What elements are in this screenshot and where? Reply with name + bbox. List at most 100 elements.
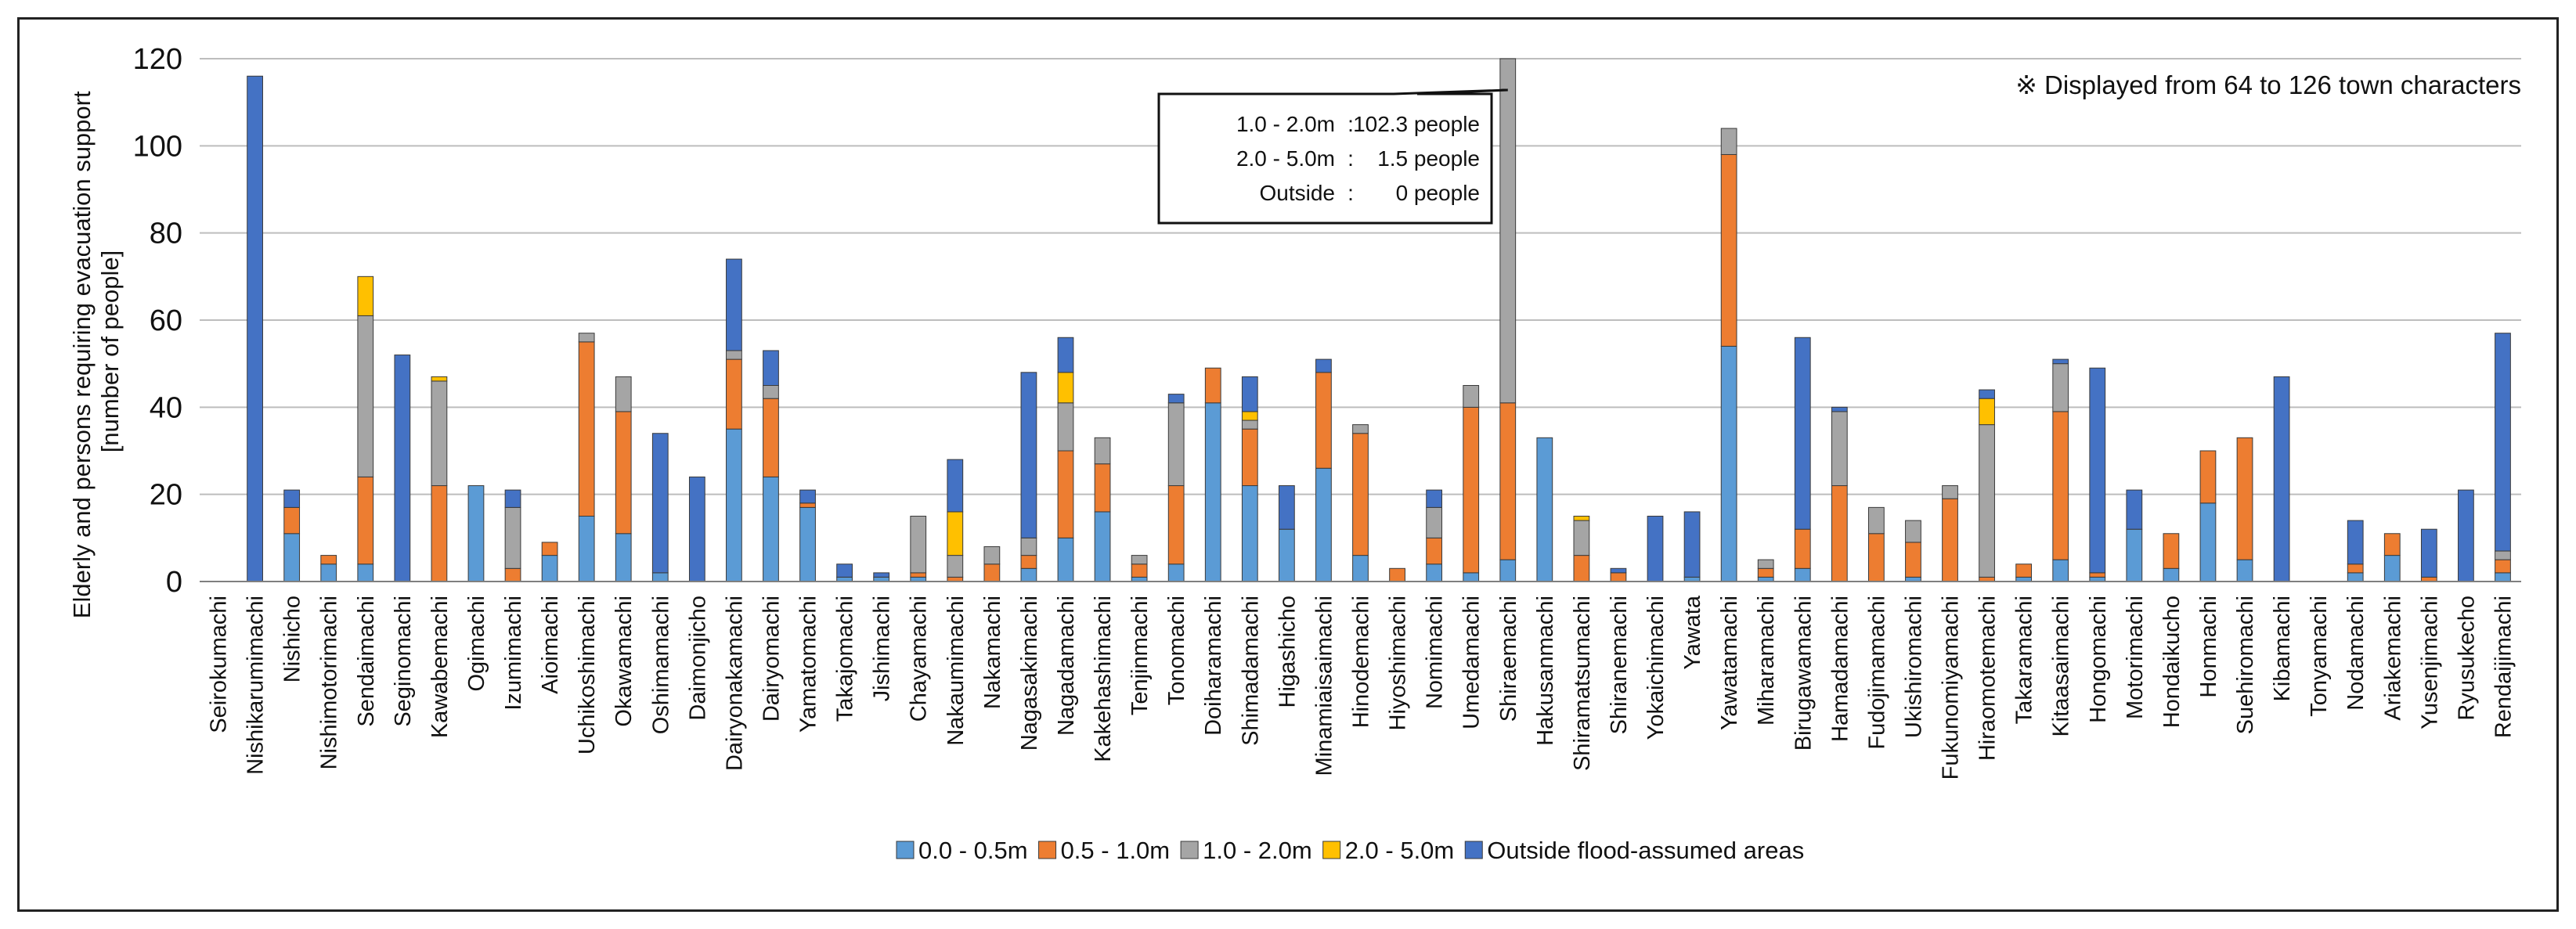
bar-segment-nagasakimachi-series-0 bbox=[1020, 567, 1037, 582]
bar-segment-shimadamachi-series-1 bbox=[1241, 428, 1258, 487]
bar-segment-ogimachi-series-0 bbox=[467, 485, 485, 582]
bar-segment-nomimachi-series-1 bbox=[1426, 537, 1443, 565]
x-tick-label: Tonomachi bbox=[1164, 596, 1189, 705]
x-tick-label: Suehiromachi bbox=[2233, 596, 2258, 734]
bar-segment-fukunomiyamachi-series-1 bbox=[1942, 498, 1958, 582]
chart-note: ※ Displayed from 64 to 126 town characte… bbox=[2015, 70, 2521, 99]
bar-segment-dairyomachi-series-0 bbox=[763, 476, 779, 582]
bar-segment-shiraemachi-series-2 bbox=[1499, 58, 1517, 404]
callout-label: Outside bbox=[1260, 181, 1336, 205]
bar-segment-yawata-series-4 bbox=[1683, 511, 1701, 578]
bar-segment-nishimotorimachi-series-0 bbox=[320, 564, 337, 582]
bar-segment-okawamachi-series-2 bbox=[615, 376, 632, 412]
bar-segment-ryusukecho-series-4 bbox=[2458, 489, 2474, 582]
x-tick-label: Birugawamachi bbox=[1791, 596, 1816, 751]
bar-segment-nomimachi-series-0 bbox=[1426, 564, 1443, 582]
bar-segment-nomimachi-series-2 bbox=[1426, 506, 1443, 538]
bar-segment-dairyonakamachi-series-1 bbox=[726, 358, 742, 430]
bar-segment-higashicho-series-4 bbox=[1278, 485, 1295, 530]
bar-segment-nagadamachi-series-3 bbox=[1057, 372, 1074, 404]
x-tick-label: Nagadamachi bbox=[1054, 596, 1079, 736]
bar-segment-kitaasaimachi-series-0 bbox=[2052, 559, 2069, 582]
bar-segment-aioimachi-series-0 bbox=[541, 555, 558, 582]
bar-segment-miharamachi-series-1 bbox=[1757, 567, 1774, 578]
x-tick-label: Ariakemachi bbox=[2380, 596, 2405, 721]
bar-segment-dairyomachi-series-2 bbox=[763, 385, 779, 399]
bar-segment-nakaumimachi-series-3 bbox=[947, 511, 964, 556]
x-tick-label: Rendaijimachi bbox=[2491, 596, 2516, 738]
x-tick-label: Higashicho bbox=[1275, 596, 1300, 708]
callout-separator: : bbox=[1348, 181, 1354, 205]
bar-segment-takajomachi-series-4 bbox=[836, 564, 853, 578]
bar-segment-minamiaisaimachi-series-4 bbox=[1315, 358, 1332, 373]
bar-segment-hakusanmachi-series-0 bbox=[1536, 437, 1553, 582]
x-tick-label: Hongomachi bbox=[2086, 596, 2111, 723]
bar-segment-yawatamachi-series-2 bbox=[1720, 128, 1737, 155]
bar-segment-rendaijimachi-series-4 bbox=[2495, 333, 2511, 552]
bar-segment-yokaichimachi-series-4 bbox=[1647, 516, 1664, 582]
x-tick-label: Fudojimamachi bbox=[1864, 596, 1889, 750]
bar-segment-shiraemachi-series-1 bbox=[1499, 402, 1517, 560]
bar-segment-kawabemachi-series-2 bbox=[431, 380, 448, 487]
x-tick-label: Jishimachi bbox=[870, 596, 895, 701]
bar-segment-hiraomotemachi-series-4 bbox=[1979, 389, 1995, 399]
x-tick-label: Nishimotorimachi bbox=[317, 596, 342, 769]
legend: 0.0 - 0.5m 0.5 - 1.0m 1.0 - 2.0m 2.0 - 5.0m… bbox=[896, 837, 1804, 864]
x-tick-label: Yawata bbox=[1680, 595, 1705, 669]
bar-segment-sendaimachi-series-2 bbox=[357, 315, 374, 477]
bar-segment-chayamachi-series-1 bbox=[910, 572, 927, 578]
bar-segment-chayamachi-series-2 bbox=[910, 516, 927, 574]
bar-segment-nagasakimachi-series-4 bbox=[1020, 372, 1037, 538]
bar-segment-nakaumimachi-series-2 bbox=[947, 555, 964, 578]
bar-segment-oshimamachi-series-0 bbox=[651, 572, 669, 582]
bar-segment-sendaimachi-series-0 bbox=[357, 564, 374, 582]
bar-segment-dairyomachi-series-4 bbox=[763, 350, 779, 387]
bar-segment-shiramatsumachi-series-3 bbox=[1573, 516, 1590, 521]
bar-segment-nagadamachi-series-1 bbox=[1057, 450, 1074, 538]
bar-segment-shimadamachi-series-0 bbox=[1241, 485, 1258, 582]
bar-segment-hamadamachi-series-4 bbox=[1831, 406, 1848, 412]
x-tick-label: Hiyoshimachi bbox=[1386, 596, 1411, 730]
x-tick-label: Izumimachi bbox=[501, 596, 526, 711]
bar-segment-kawabemachi-series-3 bbox=[431, 376, 448, 382]
bar-segment-hamadamachi-series-2 bbox=[1831, 411, 1848, 487]
bar-segment-yawatamachi-series-1 bbox=[1720, 153, 1737, 347]
bar-segment-kakehashimachi-series-2 bbox=[1094, 437, 1111, 465]
bar-segment-tenjinmachi-series-1 bbox=[1131, 564, 1148, 578]
bar-segment-ukishiromachi-series-1 bbox=[1905, 542, 1921, 578]
bar-segment-izumimachi-series-4 bbox=[504, 489, 521, 508]
x-tick-label: Tonyamachi bbox=[2307, 596, 2332, 717]
x-tick-label: Ryusukecho bbox=[2454, 596, 2479, 721]
x-tick-label: Yusenjimachi bbox=[2417, 596, 2442, 729]
bar-segment-nishicho-series-4 bbox=[283, 489, 301, 508]
legend-label: 1.0 - 2.0m bbox=[1203, 837, 1312, 864]
bar-segment-nishimotorimachi-series-1 bbox=[320, 555, 337, 565]
callout-separator: : bbox=[1348, 112, 1354, 136]
bar-segment-yamatomachi-series-1 bbox=[799, 502, 816, 508]
bar-segment-sendaimachi-series-1 bbox=[357, 476, 374, 565]
x-tick-label: Nishicho bbox=[280, 596, 305, 682]
bar-segment-kakehashimachi-series-0 bbox=[1094, 511, 1111, 582]
legend-swatch bbox=[1464, 841, 1483, 859]
x-tick-label: Takaramachi bbox=[2012, 596, 2037, 724]
y-tick-label: 20 bbox=[150, 479, 182, 512]
callout-shape bbox=[1157, 88, 1508, 225]
bar-segment-honmachi-series-1 bbox=[2199, 450, 2217, 504]
x-tick-label: Nakamachi bbox=[980, 596, 1005, 709]
bar-segment-umedamachi-series-1 bbox=[1463, 406, 1480, 574]
bar-segment-fudojimamachi-series-1 bbox=[1868, 533, 1885, 582]
bar-segment-minamiaisaimachi-series-0 bbox=[1315, 467, 1332, 582]
x-tick-label: Kibamachi bbox=[2270, 596, 2295, 701]
bar-segment-uchikoshimachi-series-1 bbox=[578, 341, 595, 517]
bar-segment-miharamachi-series-2 bbox=[1757, 559, 1774, 569]
x-tick-label: Fukunomiyamachi bbox=[1939, 596, 1964, 780]
bar-segment-hinodemachi-series-2 bbox=[1352, 424, 1369, 434]
bar-segment-dairyonakamachi-series-0 bbox=[726, 428, 742, 582]
y-tick-label: 120 bbox=[133, 43, 182, 76]
bar-segment-nagadamachi-series-4 bbox=[1057, 337, 1074, 373]
x-tick-label: Oshimamachi bbox=[648, 596, 673, 734]
x-tick-label: Nagasakimachi bbox=[1017, 596, 1042, 751]
bar-segment-shiraemachi-series-0 bbox=[1499, 559, 1517, 582]
bar-segment-hinodemachi-series-1 bbox=[1352, 433, 1369, 556]
x-tick-label: Yamatomachi bbox=[796, 596, 821, 733]
